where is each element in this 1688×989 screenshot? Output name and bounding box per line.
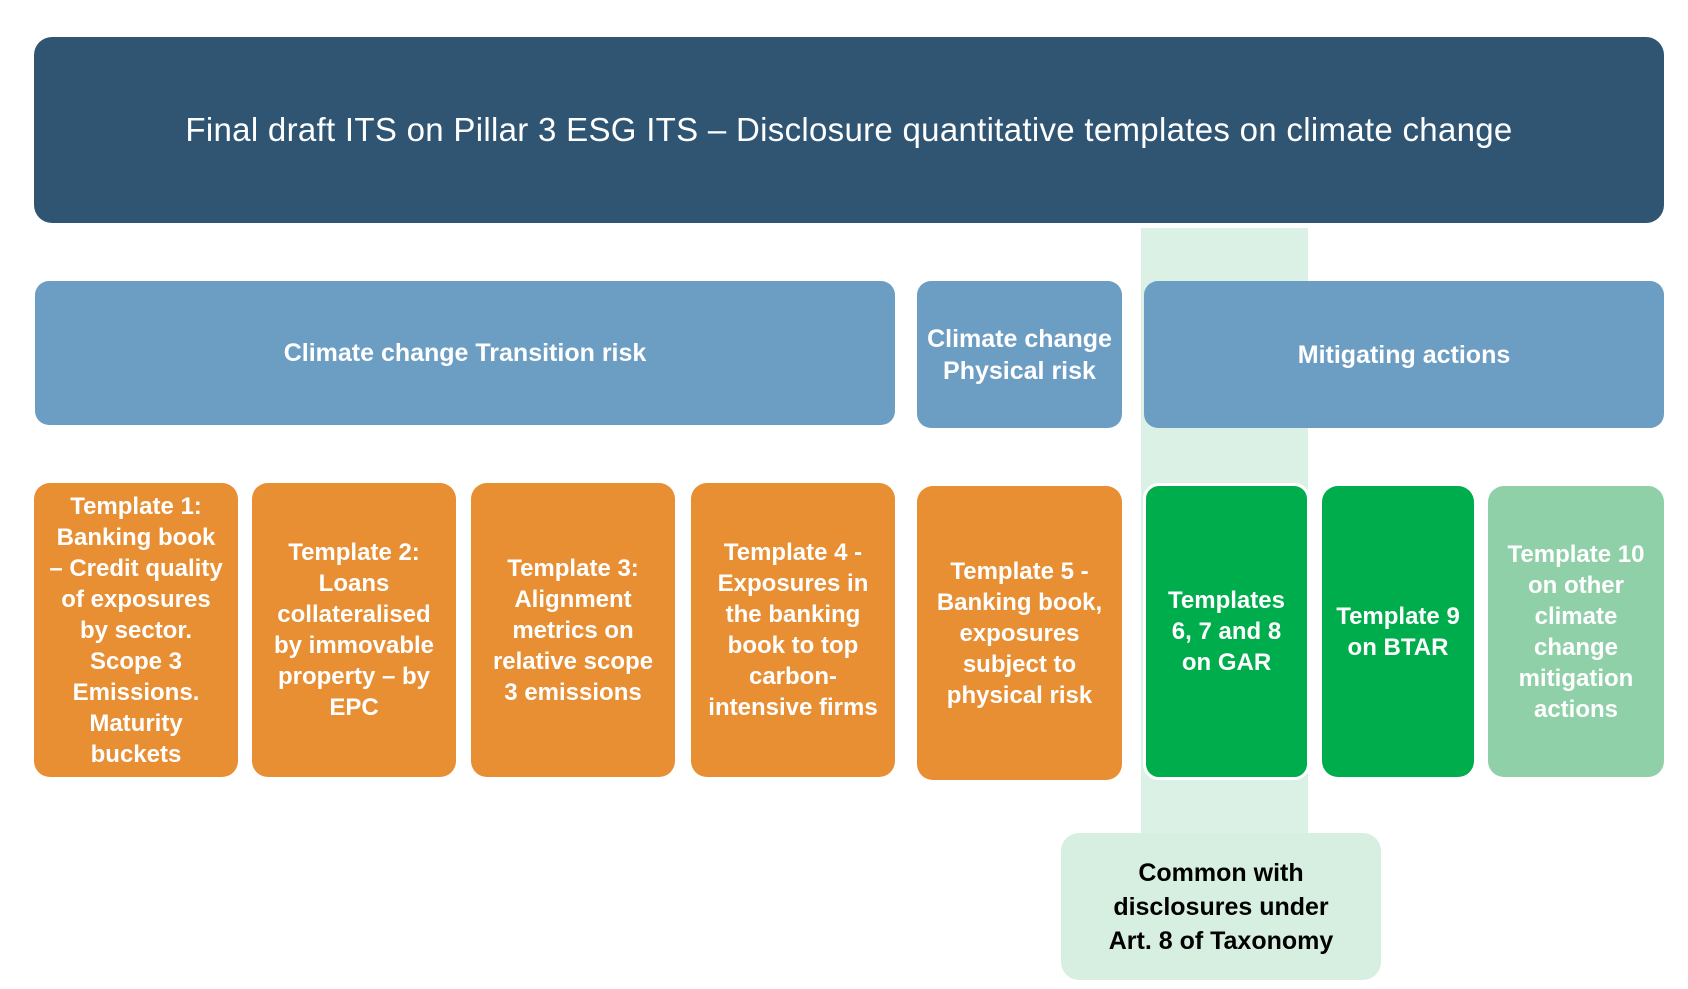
- template-4-label: Template 4 - Exposures in the banking bo…: [708, 539, 878, 721]
- template-2-label: Template 2: Loans collateralised by immo…: [273, 539, 435, 721]
- template-1-label: Template 1: Banking book – Credit qualit…: [49, 492, 223, 768]
- template-5-label: Template 5 - Banking book, exposures sub…: [936, 557, 1103, 709]
- template-5-box: Template 5 - Banking book, exposures sub…: [917, 486, 1122, 780]
- templates-6-7-8-box: Templates 6, 7 and 8 on GAR: [1143, 483, 1310, 780]
- title-bar: Final draft ITS on Pillar 3 ESG ITS – Di…: [34, 37, 1664, 223]
- template-3-label: Template 3: Alignment metrics on relativ…: [492, 554, 654, 706]
- category-mitigating-label: Mitigating actions: [1297, 340, 1511, 369]
- template-9-box: Template 9 on BTAR: [1322, 486, 1474, 777]
- template-3-box: Template 3: Alignment metrics on relativ…: [471, 483, 675, 777]
- taxonomy-common-note: Common with disclosures under Art. 8 of …: [1061, 833, 1381, 980]
- template-10-label: Template 10 on other climate change miti…: [1507, 540, 1645, 723]
- templates-6-7-8-label: Templates 6, 7 and 8 on GAR: [1168, 587, 1285, 676]
- template-9-label: Template 9 on BTAR: [1336, 602, 1460, 661]
- diagram-title: Final draft ITS on Pillar 3 ESG ITS – Di…: [185, 111, 1513, 148]
- category-physical-risk: Climate change Physical risk: [917, 281, 1122, 428]
- template-10-box: Template 10 on other climate change miti…: [1488, 486, 1664, 777]
- template-2-box: Template 2: Loans collateralised by immo…: [252, 483, 456, 777]
- category-transition-label: Climate change Transition risk: [283, 339, 647, 367]
- template-4-box: Template 4 - Exposures in the banking bo…: [691, 483, 895, 777]
- category-physical-label: Climate change Physical risk: [927, 324, 1112, 385]
- category-transition-risk: Climate change Transition risk: [35, 281, 895, 425]
- category-mitigating-actions: Mitigating actions: [1144, 281, 1664, 428]
- taxonomy-common-label: Common with disclosures under Art. 8 of …: [1108, 858, 1334, 955]
- template-1-box: Template 1: Banking book – Credit qualit…: [34, 483, 238, 777]
